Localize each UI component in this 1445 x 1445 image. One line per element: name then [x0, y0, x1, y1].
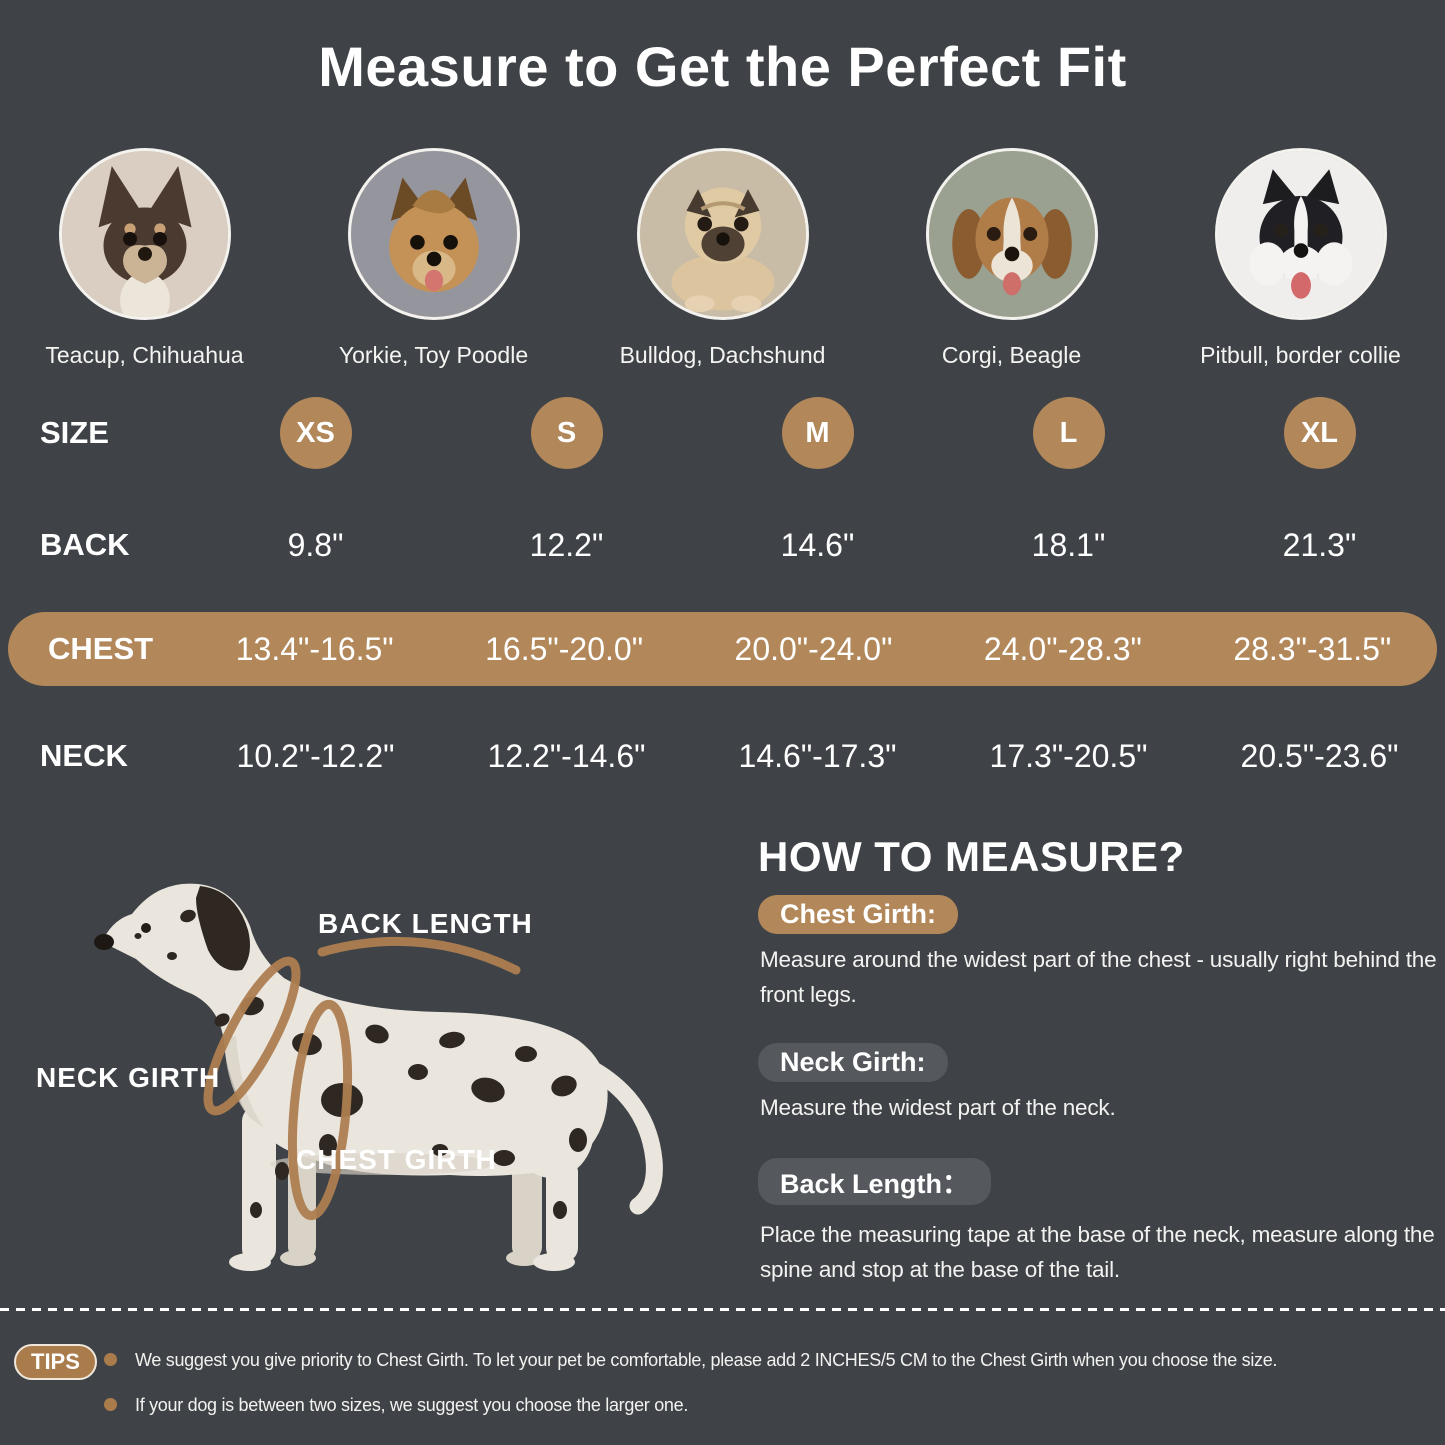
how-to-measure-heading: HOW TO MEASURE?: [758, 833, 1185, 880]
dalmatian-illustration: [94, 883, 663, 1271]
neck-girth-description: Measure the widest part of the neck.: [760, 1095, 1116, 1120]
back-length-description: Place the measuring tape at the base of …: [760, 1222, 1435, 1282]
back-row: BACK 9.8" 12.2" 14.6" 18.1" 21.3": [0, 515, 1445, 575]
chest-row-highlight: CHEST 13.4"-16.5" 16.5"-20.0" 20.0"-24.0…: [8, 612, 1437, 686]
size-badge-m: M: [781, 397, 854, 469]
neck-value: 10.2"-12.2": [236, 737, 395, 774]
chihuahua-photo: [58, 148, 231, 320]
tip-text: If your dog is between two sizes, we sug…: [135, 1395, 689, 1415]
breed-yorkie: Yorkie, Toy Poodle: [289, 148, 578, 369]
size-badge-xs: XS: [279, 397, 352, 469]
collie-photo: [1214, 148, 1387, 320]
chest-girth-label: CHEST GIRTH: [296, 1144, 497, 1175]
breed-caption: Teacup, Chihuahua: [45, 342, 244, 368]
neck-girth-label: NECK GIRTH: [36, 1062, 221, 1093]
chest-value: 20.0"-24.0": [734, 630, 893, 667]
breed-caption: Yorkie, Toy Poodle: [338, 342, 529, 368]
back-value: 9.8": [287, 526, 344, 563]
collie-illustration: [1217, 151, 1384, 317]
dashed-divider: [0, 1308, 1445, 1311]
beagle-photo: [925, 148, 1098, 320]
size-badge-l: L: [1032, 397, 1105, 469]
chest-value: 28.3"-31.5": [1233, 630, 1392, 667]
back-value: 14.6": [780, 526, 855, 563]
beagle-illustration: [928, 151, 1095, 317]
back-length-label: BACK LENGTH: [318, 908, 533, 939]
back-value: 12.2": [529, 526, 604, 563]
neck-value: 20.5"-23.6": [1240, 737, 1399, 774]
pug-photo: [636, 148, 809, 320]
tip-item: We suggest you give priority to Chest Gi…: [104, 1348, 1440, 1372]
neck-value: 17.3"-20.5": [989, 737, 1148, 774]
back-value: 21.3": [1282, 526, 1357, 563]
breed-caption: Corgi, Beagle: [941, 342, 1082, 368]
breed-photo-row: Teacup, Chihuahua Yorkie, Toy Poodle: [0, 148, 1445, 369]
size-badge-xl: XL: [1283, 397, 1356, 469]
back-value: 18.1": [1031, 526, 1106, 563]
chest-row-label: CHEST: [48, 631, 154, 666]
back-row-label: BACK: [40, 527, 130, 562]
how-to-measure-section: HOW TO MEASURE? Chest Girth: Measure aro…: [758, 833, 1445, 1313]
chest-girth-description: Measure around the widest part of the ch…: [760, 947, 1437, 1007]
bullet-icon: [104, 1353, 117, 1366]
bullet-icon: [104, 1398, 117, 1411]
tips-badge: TIPS: [14, 1344, 97, 1380]
breed-collie: Pitbull, border collie: [1156, 148, 1445, 369]
back-length-pill: Back Length：: [758, 1158, 992, 1205]
page-title: Measure to Get the Perfect Fit: [318, 35, 1127, 98]
breed-chihuahua: Teacup, Chihuahua: [0, 148, 289, 369]
breed-beagle: Corgi, Beagle: [867, 148, 1156, 369]
chest-value: 16.5"-20.0": [485, 630, 644, 667]
pug-illustration: [639, 151, 806, 317]
tip-text: We suggest you give priority to Chest Gi…: [135, 1350, 1278, 1370]
yorkie-photo: [347, 148, 520, 320]
yorkie-illustration: [350, 151, 517, 317]
neck-value: 14.6"-17.3": [738, 737, 897, 774]
chest-girth-pill: Chest Girth:: [758, 895, 959, 934]
size-row: SIZE XS S M L XL: [0, 395, 1445, 471]
tip-item: If your dog is between two sizes, we sug…: [104, 1393, 1440, 1417]
chihuahua-illustration: [61, 151, 228, 317]
breed-caption: Pitbull, border collie: [1200, 342, 1401, 368]
breed-pug: Bulldog, Dachshund: [578, 148, 867, 369]
size-row-label: SIZE: [40, 415, 109, 450]
neck-row: NECK 10.2"-12.2" 12.2"-14.6" 14.6"-17.3"…: [0, 726, 1445, 786]
neck-value: 12.2"-14.6": [487, 737, 646, 774]
neck-girth-pill: Neck Girth:: [758, 1043, 948, 1082]
dog-diagram: [20, 858, 700, 1278]
size-badge-s: S: [530, 397, 603, 469]
breed-caption: Bulldog, Dachshund: [619, 342, 826, 368]
chest-value: 13.4"-16.5": [235, 630, 394, 667]
chest-value: 24.0"-28.3": [983, 630, 1142, 667]
neck-row-label: NECK: [40, 738, 128, 773]
